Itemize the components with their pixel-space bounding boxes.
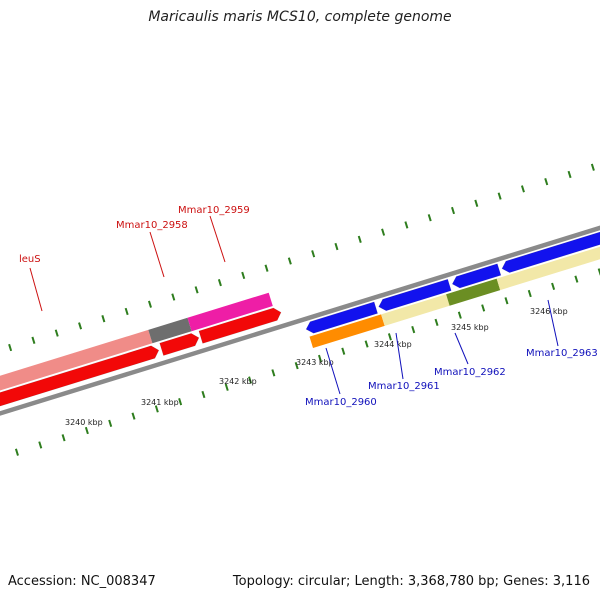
tick-mark-outer	[497, 192, 502, 200]
tick-mark-outer	[124, 307, 129, 316]
gene-label-leader	[209, 215, 226, 263]
gene-label-leader	[395, 332, 404, 380]
tick-mark-outer	[311, 250, 316, 258]
tick-mark-outer	[241, 271, 246, 280]
scale-label: 3244 kbp	[374, 340, 412, 349]
tick-mark-outer	[544, 178, 549, 186]
tick-mark-outer	[147, 300, 152, 308]
gene-mmar10-2959-feature[interactable]	[187, 292, 273, 332]
tick-mark-outer	[8, 343, 13, 352]
gene-leuS-feature[interactable]	[0, 329, 153, 423]
gene-label: Mmar10_2960	[305, 397, 377, 408]
gene-mmar10-2962-feature[interactable]	[446, 278, 501, 306]
tick-mark-inner	[294, 362, 299, 370]
tick-mark-outer	[520, 185, 525, 193]
gene-label-leader	[454, 332, 469, 365]
gene-label: Mmar10_2958	[116, 220, 188, 231]
tick-mark-inner	[248, 376, 253, 384]
gene-mmar10-2960-feature[interactable]	[309, 314, 385, 348]
tick-mark-inner	[387, 333, 392, 341]
tick-mark-outer	[31, 336, 36, 344]
tick-mark-inner	[271, 369, 276, 377]
gene-label-leader	[149, 231, 165, 278]
gene-label-leader	[547, 299, 559, 347]
gene-label: Mmar10_2963	[526, 348, 598, 359]
tick-mark-inner	[14, 448, 19, 456]
scale-label: 3246 kbp	[530, 307, 568, 316]
tick-mark-inner	[224, 383, 229, 391]
tick-mark-inner	[201, 390, 206, 399]
gene-mmar10-2958-feature[interactable]	[148, 317, 192, 344]
tick-mark-outer	[404, 221, 409, 229]
tick-mark-outer	[78, 322, 83, 330]
tick-mark-outer	[54, 329, 59, 337]
scale-label: 3240 kbp	[65, 418, 103, 427]
tick-mark-inner	[178, 398, 183, 406]
tick-mark-inner	[154, 405, 159, 413]
cds-arrow[interactable]	[0, 345, 160, 437]
tick-mark-inner	[504, 297, 509, 305]
tick-mark-outer	[194, 286, 199, 294]
tick-mark-inner	[457, 311, 462, 319]
scale-label: 3243 kbp	[296, 358, 334, 367]
gene-label-leader	[325, 347, 341, 395]
gene-label: Mmar10_2961	[368, 381, 440, 392]
tick-mark-inner	[61, 434, 66, 442]
tick-mark-inner	[574, 275, 579, 283]
tick-mark-outer	[474, 199, 479, 207]
topology-label: Topology: circular; Length: 3,368,780 bp…	[232, 574, 590, 589]
gene-mmar10-2961-feature[interactable]	[381, 294, 450, 326]
accession-label: Accession: NC_008347	[8, 574, 156, 589]
tick-mark-outer	[287, 257, 292, 265]
tick-mark-outer	[451, 206, 456, 215]
tick-mark-outer	[567, 170, 572, 179]
tick-mark-outer	[334, 242, 339, 251]
backbone-line	[0, 225, 600, 416]
scale-label: 3241 kbp	[141, 398, 179, 407]
tick-mark-inner	[341, 347, 346, 355]
gene-mmar10-2963-feature[interactable]	[496, 213, 600, 291]
cds-arrow[interactable]	[305, 301, 378, 334]
cds-arrow[interactable]	[501, 199, 600, 273]
tick-mark-inner	[364, 340, 369, 348]
gene-label-leader	[29, 267, 43, 312]
tick-mark-inner	[84, 426, 89, 435]
tick-mark-inner	[434, 318, 439, 327]
page-title: Maricaulis maris MCS10, complete genome	[148, 9, 452, 25]
tick-mark-outer	[590, 163, 595, 171]
tick-mark-inner	[317, 354, 322, 363]
tick-mark-outer	[217, 278, 222, 287]
tick-mark-inner	[527, 289, 532, 298]
tick-mark-inner	[38, 441, 43, 449]
tick-mark-outer	[264, 264, 269, 272]
tick-mark-outer	[381, 228, 386, 236]
tick-mark-outer	[101, 315, 106, 323]
scale-label: 3245 kbp	[451, 323, 489, 332]
gene-label: Mmar10_2959	[178, 205, 250, 216]
gene-label: Mmar10_2962	[434, 367, 506, 378]
tick-mark-inner	[481, 304, 486, 312]
tick-mark-inner	[131, 412, 136, 420]
tick-mark-outer	[427, 214, 432, 222]
cds-arrow[interactable]	[159, 333, 200, 356]
tick-mark-inner	[411, 325, 416, 334]
scale-label: 3242 kbp	[219, 377, 257, 386]
cds-arrow[interactable]	[198, 307, 282, 344]
tick-mark-outer	[171, 293, 176, 301]
tick-mark-inner	[108, 419, 113, 427]
tick-mark-outer	[357, 235, 362, 243]
cds-arrow[interactable]	[451, 263, 502, 289]
cds-arrow[interactable]	[378, 278, 452, 312]
gene-label: leuS	[19, 254, 41, 265]
tick-mark-inner	[551, 282, 556, 290]
